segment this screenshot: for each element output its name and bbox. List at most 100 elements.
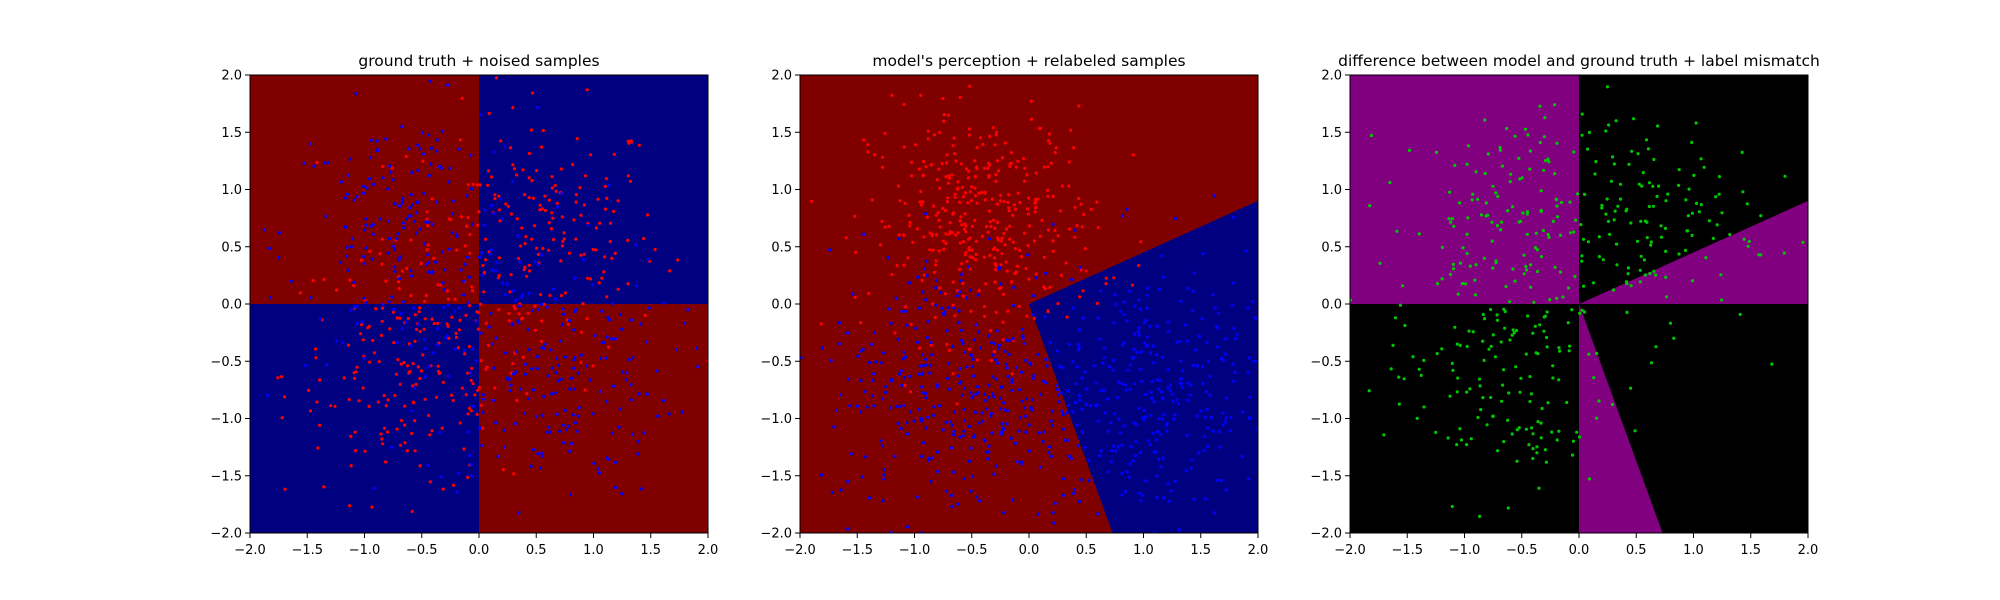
point-series-2 xyxy=(516,234,520,238)
point-series-1 xyxy=(989,359,994,363)
point-series-1 xyxy=(1464,282,1468,286)
point-series-1 xyxy=(992,218,996,222)
point-series-1 xyxy=(1393,316,1397,320)
y-tick-label: 1.0 xyxy=(771,183,792,198)
point-series-2 xyxy=(1183,323,1188,327)
point-series-2 xyxy=(934,278,939,282)
point-series-1 xyxy=(921,200,925,204)
point-series-1 xyxy=(471,289,475,293)
point-series-1 xyxy=(437,371,441,375)
point-series-1 xyxy=(1571,439,1575,443)
point-series-1 xyxy=(859,321,863,325)
point-series-1 xyxy=(424,294,428,298)
x-tick-label: −2.0 xyxy=(234,543,266,558)
point-series-2 xyxy=(839,393,843,397)
point-series-2 xyxy=(1061,493,1066,497)
point-series-2 xyxy=(400,201,404,205)
point-series-1 xyxy=(1002,199,1006,204)
point-series-1 xyxy=(1004,227,1009,231)
point-series-1 xyxy=(530,179,534,183)
point-series-2 xyxy=(1042,379,1046,383)
point-series-2 xyxy=(1189,383,1193,387)
point-series-1 xyxy=(347,343,351,347)
point-series-2 xyxy=(1088,404,1093,408)
point-series-1 xyxy=(409,238,413,242)
point-series-1 xyxy=(1482,256,1486,260)
point-series-2 xyxy=(1244,249,1248,253)
point-series-2 xyxy=(976,293,980,297)
point-series-1 xyxy=(279,375,284,379)
point-series-1 xyxy=(598,221,602,225)
point-series-2 xyxy=(409,269,413,273)
point-series-1 xyxy=(960,185,965,190)
point-series-1 xyxy=(533,224,537,228)
point-series-2 xyxy=(924,396,928,400)
point-series-2 xyxy=(607,183,611,187)
point-series-1 xyxy=(482,290,486,294)
point-series-2 xyxy=(647,306,651,310)
point-series-1 xyxy=(1626,266,1630,270)
point-series-2 xyxy=(503,351,508,355)
point-series-2 xyxy=(973,410,977,414)
point-series-2 xyxy=(1031,398,1035,402)
point-series-1 xyxy=(1664,275,1668,279)
point-series-1 xyxy=(428,433,432,437)
point-series-2 xyxy=(613,337,618,341)
point-series-1 xyxy=(1648,271,1652,276)
point-series-2 xyxy=(1011,498,1015,502)
point-series-1 xyxy=(1027,277,1031,281)
point-series-2 xyxy=(470,187,474,191)
point-series-2 xyxy=(508,388,512,393)
point-series-2 xyxy=(1081,316,1085,320)
point-series-1 xyxy=(1745,202,1749,206)
point-series-2 xyxy=(1125,470,1129,474)
point-series-1 xyxy=(413,339,417,343)
point-series-1 xyxy=(1490,220,1494,224)
point-series-1 xyxy=(1694,121,1698,125)
point-series-1 xyxy=(467,406,472,410)
point-series-2 xyxy=(499,197,503,201)
point-series-2 xyxy=(800,356,803,360)
point-series-1 xyxy=(1553,172,1557,176)
point-series-2 xyxy=(846,331,850,335)
point-series-2 xyxy=(950,423,954,427)
point-series-1 xyxy=(482,270,486,275)
point-series-1 xyxy=(1719,273,1723,277)
point-series-2 xyxy=(1131,355,1135,359)
point-series-1 xyxy=(1537,486,1541,490)
point-series-1 xyxy=(991,126,996,130)
point-series-1 xyxy=(402,360,406,365)
point-series-1 xyxy=(388,327,392,331)
region-differ xyxy=(1350,75,1579,304)
point-series-1 xyxy=(936,211,940,215)
point-series-2 xyxy=(1058,364,1062,368)
point-series-1 xyxy=(426,243,430,247)
point-series-1 xyxy=(1664,249,1668,253)
point-series-2 xyxy=(428,270,432,275)
point-series-1 xyxy=(493,197,497,201)
point-series-1 xyxy=(585,88,589,92)
point-series-2 xyxy=(510,180,515,184)
point-series-1 xyxy=(945,200,950,204)
point-series-1 xyxy=(907,213,911,217)
point-series-1 xyxy=(862,138,866,142)
point-series-2 xyxy=(430,271,434,275)
point-series-1 xyxy=(982,305,987,309)
point-series-2 xyxy=(1075,365,1079,369)
point-series-1 xyxy=(385,430,390,434)
point-series-1 xyxy=(993,280,997,284)
point-series-2 xyxy=(469,153,473,157)
point-series-1 xyxy=(1533,246,1538,250)
point-series-1 xyxy=(436,283,440,287)
point-series-2 xyxy=(1161,456,1165,460)
point-series-2 xyxy=(927,459,931,463)
point-series-2 xyxy=(998,396,1003,400)
point-series-2 xyxy=(1120,471,1124,475)
scatter-points xyxy=(262,76,708,515)
point-series-2 xyxy=(880,397,885,401)
point-series-1 xyxy=(924,165,928,169)
point-series-1 xyxy=(367,404,371,408)
point-series-1 xyxy=(1538,140,1542,145)
point-series-2 xyxy=(1161,397,1165,401)
point-series-2 xyxy=(447,180,451,184)
